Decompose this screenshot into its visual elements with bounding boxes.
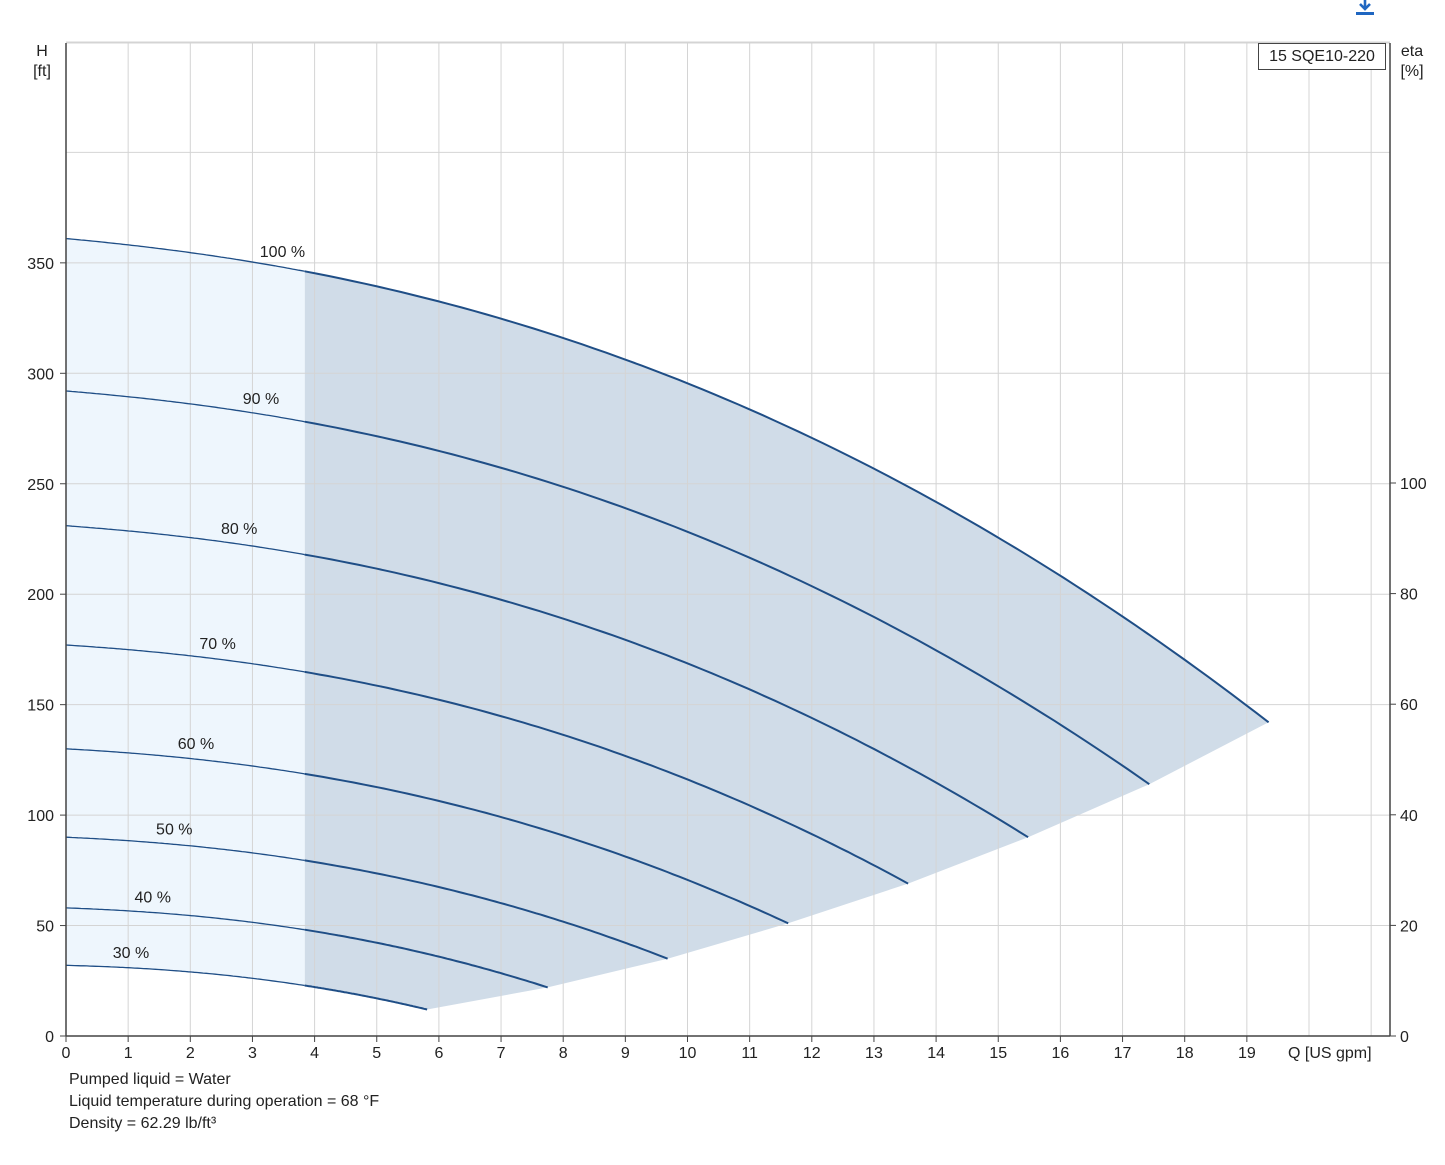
grid-lines [66,41,1390,1036]
x-axis-title: Q [US gpm] [1288,1045,1372,1062]
curve-low-flow-2 [65,525,305,556]
x-tick-label: 10 [679,1045,697,1062]
x-tick-label: 17 [1114,1045,1132,1062]
curve-operating-7 [304,984,428,1011]
x-tick-label: 15 [989,1045,1007,1062]
x-tick-label: 0 [62,1045,71,1062]
note-density: Density = 62.29 lb/ft³ [69,1115,217,1132]
x-tick-label: 8 [559,1045,568,1062]
curve-operating-5 [304,859,668,960]
curve-operating-6 [304,928,549,989]
operating-range-fills [66,238,1269,1010]
curve-operating-1 [304,420,1150,786]
curve-low-flow-7 [65,964,305,987]
x-tick-label: 13 [865,1045,883,1062]
curve-label: 50 % [156,821,192,838]
curve-label: 100 % [260,244,305,261]
curve-label: 90 % [243,391,279,408]
eta-tick-label: 0 [1400,1029,1409,1046]
curve-low-flow-1 [65,390,305,423]
x-tick-label: 4 [310,1045,319,1062]
eta-tick-label: 80 [1400,587,1418,604]
x-tick-label: 16 [1052,1045,1070,1062]
low-flow-area [66,238,305,986]
x-tick-label: 11 [741,1045,758,1062]
y-tick-label: 250 [27,477,54,494]
eta-tick-label: 60 [1400,697,1418,714]
curve-low-flow-6 [65,907,305,931]
x-tick-label: 19 [1238,1045,1256,1062]
curve-operating-2 [304,553,1029,839]
curve-label: 70 % [199,636,235,653]
operating-range-area [304,271,1269,1010]
curve-label: 30 % [113,945,149,962]
y-tick-label: 300 [27,366,54,383]
x-tick-label: 18 [1176,1045,1194,1062]
x-tick-label: 7 [497,1045,506,1062]
y-axis-title: H [36,43,48,60]
curve-low-flow-4 [65,748,305,775]
eta-tick-label: 100 [1400,476,1427,493]
y-tick-label: 100 [27,808,54,825]
y-tick-label: 50 [36,919,54,936]
x-tick-label: 3 [248,1045,257,1062]
x-tick-label: 1 [124,1045,133,1062]
curve-operating-0 [304,270,1270,724]
curve-low-flow-3 [65,644,305,673]
curve-label: 80 % [221,521,257,538]
x-tick-label: 5 [372,1045,381,1062]
curve-label: 60 % [178,736,214,753]
curve-labels: 100 % 90 % 80 % 70 % 60 % 50 % 40 % 30 % [113,244,305,962]
curve-low-flow-5 [65,836,305,862]
pumped-liquid-notes: Pumped liquid = Water Liquid temperature… [69,1069,379,1135]
axes: 0 1 2 3 4 5 6 7 8 9 10 11 12 13 14 15 16 17 18 190501001502… [27,43,1427,1062]
y-tick-label: 150 [27,698,54,715]
y-axis-unit: [ft] [33,63,51,80]
x-tick-label: 12 [803,1045,821,1062]
legend-box: 15 SQE10-220 [1258,43,1386,70]
performance-curves [65,237,1270,1011]
curve-operating-4 [304,772,789,925]
x-tick-label: 9 [621,1045,630,1062]
eta-axis-unit: [%] [1400,63,1423,80]
x-tick-label: 2 [186,1045,195,1062]
download-icon[interactable] [1355,0,1375,16]
x-tick-label: 6 [434,1045,443,1062]
note-pumped-liquid: Pumped liquid = Water [69,1071,231,1088]
note-liquid-temperature: Liquid temperature during operation = 68… [69,1093,380,1110]
y-tick-label: 350 [27,256,54,273]
curve-operating-3 [304,670,909,885]
eta-tick-label: 40 [1400,808,1418,825]
y-tick-label: 200 [27,587,54,604]
x-tick-label: 14 [927,1045,945,1062]
eta-tick-label: 20 [1400,918,1418,935]
curve-label: 40 % [134,889,170,906]
y-tick-label: 0 [45,1029,54,1046]
eta-axis-title: eta [1401,43,1423,60]
curve-low-flow-0 [65,237,305,272]
